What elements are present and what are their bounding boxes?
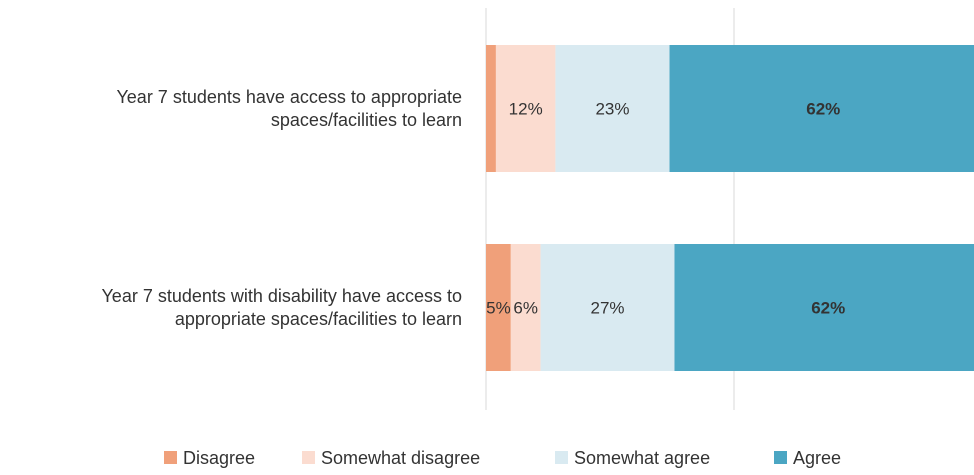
category-label-1-line-1: Year 7 students have access to appropria… [116, 87, 462, 107]
bar-somewhat-disagree-1 [495, 45, 556, 172]
data-label-somewhat-disagree-1: 12% [509, 100, 543, 119]
legend-swatch-agree [774, 451, 787, 464]
legend-label-somewhat-disagree: Somewhat disagree [321, 448, 480, 468]
legend-swatch-disagree [164, 451, 177, 464]
legend-label-disagree: Disagree [183, 448, 255, 468]
bar-agree-2 [674, 244, 974, 371]
category-label-2-line-2: appropriate spaces/facilities to learn [175, 309, 462, 329]
data-label-disagree-2: 5% [486, 299, 511, 318]
bar-somewhat-disagree-2 [510, 244, 541, 371]
legend: Disagree Somewhat disagree Somewhat agree A… [164, 448, 841, 468]
data-label-agree-2: 62% [811, 299, 845, 318]
data-label-agree-1: 62% [806, 100, 840, 119]
category-label-1-line-2: spaces/facilities to learn [271, 110, 462, 130]
bars: 12% 23% 62% 5% 6% 27% 62% [486, 45, 974, 371]
legend-swatch-somewhat-disagree [302, 451, 315, 464]
data-label-somewhat-agree-2: 27% [591, 299, 625, 318]
data-label-somewhat-agree-1: 23% [595, 100, 629, 119]
bar-somewhat-agree-1 [555, 45, 670, 172]
bar-agree-1 [669, 45, 974, 172]
legend-swatch-somewhat-agree [555, 451, 568, 464]
category-label-2-line-1: Year 7 students with disability have acc… [101, 286, 462, 306]
legend-label-agree: Agree [793, 448, 841, 468]
bar-disagree-1 [486, 45, 496, 172]
data-label-somewhat-disagree-2: 6% [513, 299, 538, 318]
legend-label-somewhat-agree: Somewhat agree [574, 448, 710, 468]
bar-disagree-2 [486, 244, 511, 371]
category-labels: Year 7 students have access to appropria… [101, 87, 462, 329]
bar-somewhat-agree-2 [540, 244, 675, 371]
